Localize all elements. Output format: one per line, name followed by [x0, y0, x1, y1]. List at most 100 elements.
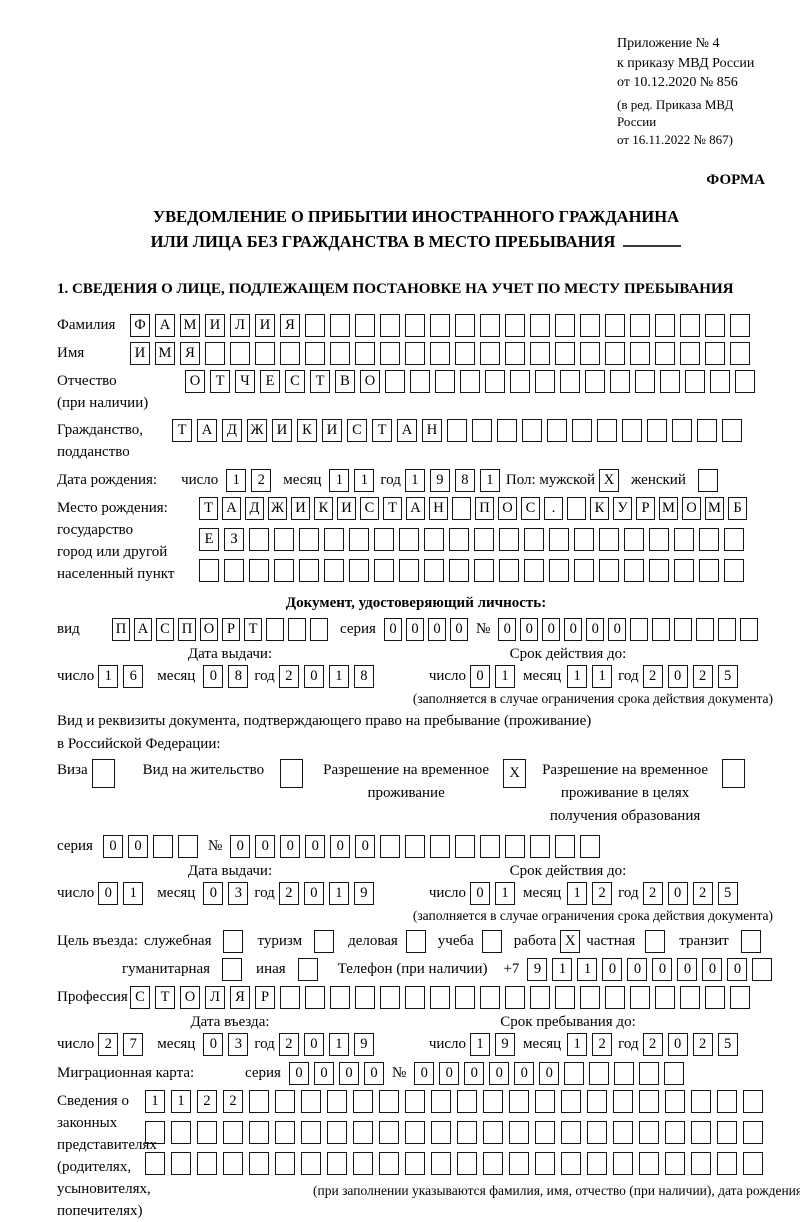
- surname-label: Фамилия: [57, 316, 116, 333]
- char-cell: [722, 418, 742, 442]
- char-cell: П: [178, 617, 196, 641]
- char-cell: 0: [464, 1061, 485, 1085]
- char-cell: 0: [489, 1061, 510, 1085]
- issue-date-title: Дата выдачи:: [187, 645, 273, 662]
- char-cell: [380, 834, 401, 858]
- issue-date-title: Дата выдачи:: [187, 862, 273, 879]
- form-label: ФОРМА: [706, 172, 765, 189]
- char-cell: [699, 558, 719, 582]
- char-cell: [483, 1089, 503, 1113]
- representatives-note: (при заполнении указываются фамилия, имя…: [313, 1182, 800, 1198]
- char-cell: А: [197, 418, 217, 442]
- annex-line: Приложение № 4: [617, 36, 720, 51]
- char-cell: [405, 1151, 425, 1175]
- char-cell: Т: [155, 985, 175, 1009]
- char-cell: [649, 527, 669, 551]
- char-cell: 2: [592, 1032, 613, 1056]
- title-line-1: УВЕДОМЛЕНИЕ О ПРИБЫТИИ ИНОСТРАННОГО ГРАЖ…: [152, 207, 680, 227]
- char-cell: [480, 341, 500, 365]
- purpose-official-checkbox: [223, 929, 244, 953]
- char-cell: А: [397, 418, 417, 442]
- char-cell: Д: [222, 418, 242, 442]
- visa-label: Виза: [57, 761, 88, 778]
- char-cell: [430, 313, 450, 337]
- char-cell: [355, 313, 375, 337]
- char-cell: [587, 1151, 607, 1175]
- purpose-private-checkbox: [645, 929, 666, 953]
- char-cell: [327, 1151, 347, 1175]
- char-cell: [664, 1061, 685, 1085]
- char-cell: [740, 617, 759, 641]
- valid-until-title: Срок действия до:: [509, 645, 627, 662]
- char-cell: [197, 1151, 217, 1175]
- char-cell: 0: [727, 957, 748, 981]
- char-cell: Д: [245, 496, 264, 520]
- char-cell: А: [406, 496, 425, 520]
- char-cell: [555, 341, 575, 365]
- char-cell: [424, 527, 444, 551]
- char-cell: О: [185, 369, 205, 393]
- char-cell: 1: [479, 468, 500, 492]
- char-cell: [327, 1120, 347, 1144]
- annex-edition-line: от 16.11.2022 № 867): [617, 131, 734, 147]
- char-cell: 2: [278, 881, 299, 905]
- char-cell: 0: [667, 881, 688, 905]
- char-cell: З: [224, 527, 244, 551]
- char-cell: [535, 1151, 555, 1175]
- char-cell: [561, 1120, 581, 1144]
- char-cell: [310, 617, 328, 641]
- residence-permit-checkbox: [280, 758, 304, 788]
- char-cell: [480, 834, 501, 858]
- char-cell: [405, 313, 425, 337]
- char-cell: 0: [667, 664, 688, 688]
- birthplace-row: Место рождения: государство город или др…: [57, 496, 775, 590]
- char-cell: 2: [692, 664, 713, 688]
- annex-line: от 10.12.2020 № 856: [617, 75, 738, 91]
- temp-residence-education-label: Разрешение на временное проживание в цел…: [542, 761, 709, 825]
- char-cell: Б: [728, 496, 747, 520]
- year-label: год: [380, 471, 401, 488]
- char-cell: [474, 558, 494, 582]
- char-cell: [330, 313, 350, 337]
- char-cell: Ф: [130, 313, 150, 337]
- series-label: серия: [57, 837, 93, 854]
- char-cell: [299, 558, 319, 582]
- char-cell: О: [682, 496, 701, 520]
- residence-doc-intro1: Вид и реквизиты документа, подтверждающе…: [57, 712, 592, 729]
- char-cell: [405, 834, 426, 858]
- char-cell: 0: [667, 1032, 688, 1056]
- char-cell: [613, 1151, 633, 1175]
- month-label: месяц: [523, 667, 562, 684]
- char-cell: 0: [539, 1061, 560, 1085]
- char-cell: 1: [226, 468, 247, 492]
- purpose-row2: гуманитарная иная Телефон (при наличии) …: [57, 957, 775, 981]
- char-cell: [280, 341, 300, 365]
- char-cell: [299, 527, 319, 551]
- char-cell: [691, 1120, 711, 1144]
- annex-line: к приказу МВД России: [617, 55, 755, 71]
- char-cell: 2: [251, 468, 272, 492]
- char-cell: [572, 418, 592, 442]
- patronymic-label: Отчество (при наличии): [57, 372, 149, 411]
- char-cell: [452, 496, 471, 520]
- char-cell: [697, 418, 717, 442]
- char-cell: [652, 617, 671, 641]
- char-cell: 0: [514, 1061, 535, 1085]
- char-cell: [680, 985, 700, 1009]
- char-cell: С: [521, 496, 540, 520]
- char-cell: [480, 313, 500, 337]
- char-cell: [622, 418, 642, 442]
- char-cell: К: [314, 496, 333, 520]
- char-cell: И: [255, 313, 275, 337]
- char-cell: [585, 369, 605, 393]
- char-cell: [699, 527, 719, 551]
- char-cell: [455, 341, 475, 365]
- char-cell: [510, 369, 530, 393]
